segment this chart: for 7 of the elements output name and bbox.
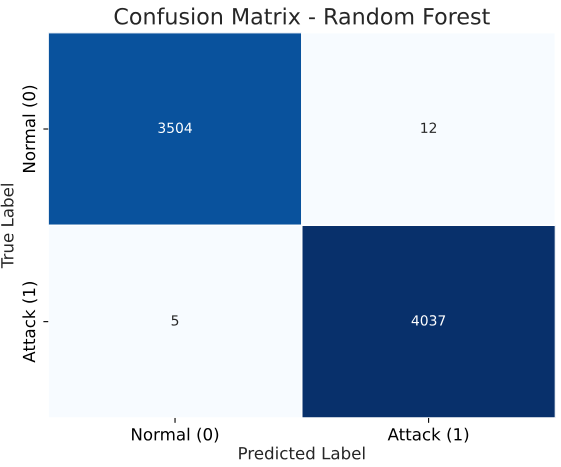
chart-title: Confusion Matrix - Random Forest: [114, 7, 490, 25]
data-label: 5: [172, 315, 178, 326]
data-label: 3504: [158, 122, 192, 134]
y-axis-title: True Label: [0, 184, 14, 268]
data-label: 4037: [412, 315, 446, 326]
x-axis-title: Predicted Label: [239, 446, 364, 460]
data-label: 12: [421, 122, 436, 133]
